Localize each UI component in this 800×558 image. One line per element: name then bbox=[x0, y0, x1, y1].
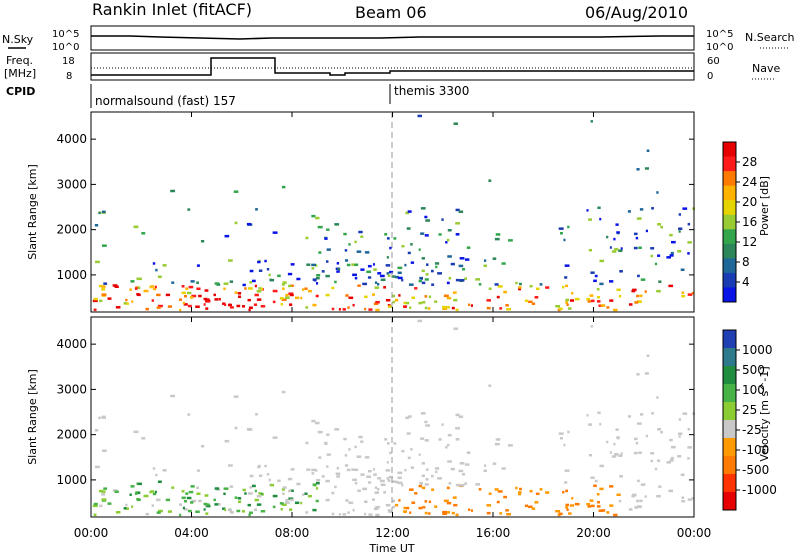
colorbar-swatch bbox=[723, 243, 736, 259]
colorbar-tick-label: 8 bbox=[742, 255, 750, 269]
velocity-colorbar: 1000 500 100 25 -25 -100 -500 -1000 Velocity [m… bbox=[722, 329, 777, 511]
freq-tick-top: 18 bbox=[62, 56, 75, 67]
nave-tick-top: 60 bbox=[707, 56, 720, 67]
colorbar-swatch bbox=[723, 229, 736, 245]
nsky-trace bbox=[91, 35, 694, 40]
y-tick-label: 2000 bbox=[56, 428, 87, 442]
cpid-label: CPID bbox=[6, 85, 35, 98]
colorbar-tick-label: 25 bbox=[742, 403, 757, 417]
x-tick-label: 00:00 bbox=[677, 526, 712, 540]
velocity-colorbar-label: Velocity [m s^-1] bbox=[758, 366, 771, 461]
colorbar-tick-label: 24 bbox=[742, 175, 757, 189]
freq-tick-bottom: 8 bbox=[66, 71, 72, 82]
cpid-entry-1: normalsound (fast) 157 bbox=[95, 94, 236, 108]
nsky-right-tick-top: 10^5 bbox=[706, 29, 733, 40]
colorbar-swatch bbox=[723, 492, 736, 511]
power-y-label: Slant Range [km] bbox=[26, 164, 39, 260]
plot-title: Rankin Inlet (fitACF) bbox=[92, 0, 252, 19]
colorbar-swatch bbox=[723, 366, 736, 385]
colorbar-swatch bbox=[723, 384, 736, 403]
x-tick-label: 08:00 bbox=[275, 526, 310, 540]
nsky-panel: N.Sky 10^5 10^0 10^5 10^0 N.Search bbox=[2, 25, 795, 53]
colorbar-swatch bbox=[723, 142, 736, 158]
freq-trace bbox=[91, 57, 694, 76]
colorbar-swatch bbox=[723, 402, 736, 421]
colorbar-tick-label: 16 bbox=[742, 215, 757, 229]
colorbar-swatch bbox=[723, 420, 736, 439]
x-tick-label: 16:00 bbox=[476, 526, 511, 540]
power-colorbar: 28 24 20 16 12 8 4 Power [dB] bbox=[722, 141, 771, 303]
y-tick-label: 2000 bbox=[56, 223, 87, 237]
x-tick-label: 00:00 bbox=[74, 526, 109, 540]
colorbar-tick-label: 4 bbox=[742, 275, 750, 289]
colorbar-tick-label: 500 bbox=[742, 363, 765, 377]
colorbar-swatch bbox=[723, 156, 736, 172]
y-tick-label: 3000 bbox=[56, 177, 87, 191]
y-tick-label: 3000 bbox=[56, 382, 87, 396]
colorbar-swatch bbox=[723, 258, 736, 274]
power-colorbar-label: Power [dB] bbox=[758, 176, 771, 236]
colorbar-swatch bbox=[723, 272, 736, 288]
y-tick-label: 1000 bbox=[56, 473, 87, 487]
cpid-entry-2: themis 3300 bbox=[394, 84, 469, 98]
nsky-tick-top: 10^5 bbox=[52, 29, 79, 40]
nave-tick-bottom: 0 bbox=[707, 71, 713, 82]
x-tick-label: 04:00 bbox=[174, 526, 209, 540]
colorbar-tick-label: 100 bbox=[742, 383, 765, 397]
colorbar-swatch bbox=[723, 438, 736, 457]
y-tick-label: 4000 bbox=[56, 132, 87, 146]
nsky-tick-bottom: 10^0 bbox=[52, 42, 79, 53]
cpid-panel: CPID normalsound (fast) 157 themis 3300 bbox=[6, 84, 469, 108]
date-label: 06/Aug/2010 bbox=[585, 3, 688, 22]
velocity-panel: 1000 2000 3000 4000 Slant Range [km] bbox=[26, 316, 695, 518]
nsky-right-tick-bottom: 10^0 bbox=[706, 42, 733, 53]
y-tick-label: 1000 bbox=[56, 268, 87, 282]
nsearch-label: N.Search bbox=[745, 31, 795, 44]
freq-label: Freq. bbox=[6, 54, 33, 67]
colorbar-swatch bbox=[723, 200, 736, 216]
beam-label: Beam 06 bbox=[355, 3, 427, 22]
colorbar-swatch bbox=[723, 474, 736, 493]
colorbar-tick-label: -25 bbox=[742, 423, 762, 437]
colorbar-tick-label: 1000 bbox=[742, 343, 773, 357]
velocity-y-label: Slant Range [km] bbox=[26, 369, 39, 465]
y-tick-label: 4000 bbox=[56, 337, 87, 351]
colorbar-tick-label: 20 bbox=[742, 195, 757, 209]
colorbar-swatch bbox=[723, 330, 736, 349]
colorbar-swatch bbox=[723, 456, 736, 475]
colorbar-swatch bbox=[723, 185, 736, 201]
velocity-heatmap bbox=[92, 319, 695, 517]
x-axis-label: Time UT bbox=[368, 542, 414, 554]
colorbar-swatch bbox=[723, 214, 736, 230]
freq-units: [MHz] bbox=[4, 67, 36, 80]
nsky-label: N.Sky bbox=[2, 33, 34, 46]
x-axis: 00:00 04:00 08:00 12:00 16:00 20:00 00:00 bbox=[74, 112, 712, 540]
colorbar-swatch bbox=[723, 348, 736, 367]
colorbar-tick-label: -100 bbox=[742, 443, 769, 457]
colorbar-tick-label: 12 bbox=[742, 235, 757, 249]
x-tick-label: 12:00 bbox=[375, 526, 410, 540]
x-tick-label: 20:00 bbox=[576, 526, 611, 540]
colorbar-swatch bbox=[723, 171, 736, 187]
nave-label: Nave bbox=[752, 62, 780, 75]
colorbar-tick-label: -500 bbox=[742, 463, 769, 477]
colorbar-swatch bbox=[723, 287, 736, 303]
power-heatmap bbox=[92, 114, 695, 312]
freq-panel: Freq. [MHz] 18 8 60 0 Nave bbox=[4, 52, 780, 82]
colorbar-tick-label: 28 bbox=[742, 155, 757, 169]
power-panel: 1000 2000 3000 4000 Slant Range [km] bbox=[26, 111, 695, 313]
colorbar-tick-label: -1000 bbox=[742, 483, 777, 497]
